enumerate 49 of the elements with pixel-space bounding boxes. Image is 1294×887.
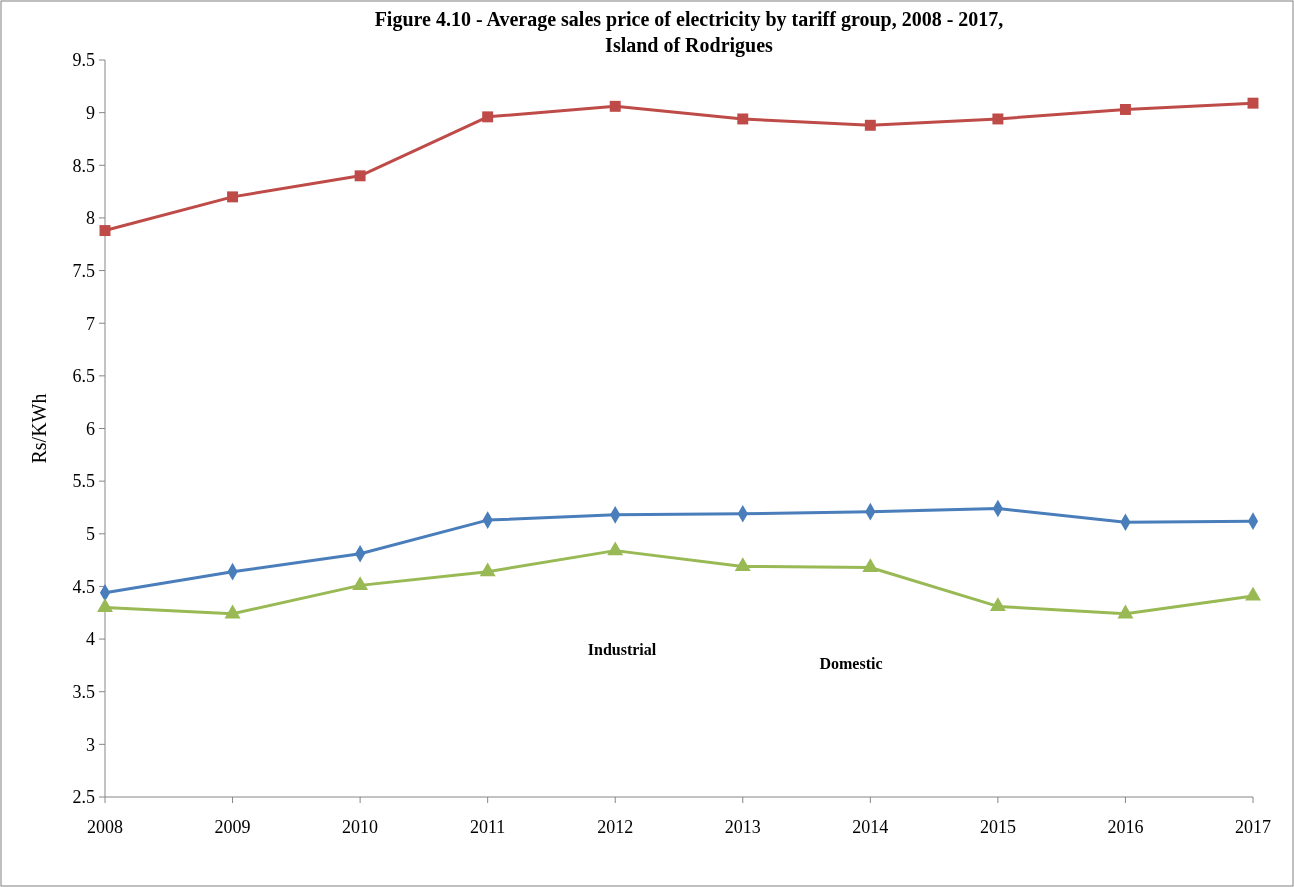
x-tick-label: 2013 (724, 817, 761, 837)
point (99, 225, 111, 237)
point (737, 113, 749, 125)
point (1245, 586, 1261, 601)
y-tick-label: 9.5 (72, 50, 95, 71)
x-tick-label: 2014 (852, 817, 889, 837)
point (607, 541, 624, 556)
y-tick-label: 7.5 (72, 260, 95, 281)
point (989, 597, 1006, 612)
point (352, 576, 369, 590)
point (992, 113, 1004, 125)
y-axis-title: Rs/KWh (28, 393, 50, 464)
point (1117, 604, 1134, 619)
x-tick-label: 2008 (87, 817, 123, 837)
point (224, 604, 241, 619)
point (1119, 104, 1131, 115)
y-tick-label: 4.5 (72, 576, 95, 597)
point (862, 558, 879, 573)
y-tick-label: 9 (86, 102, 95, 123)
chart-title: Figure 4.10 - Average sales price of electricity by tariff group, 2008 - 2017, Island of Rodrigues (374, 8, 1004, 57)
point (479, 562, 496, 577)
y-tick-label: 4 (86, 629, 95, 650)
y-tick-label: 5.5 (72, 471, 95, 492)
point (227, 191, 239, 203)
point (97, 598, 113, 613)
x-tick-label: 2010 (342, 817, 379, 837)
y-tick-label: 8.5 (72, 155, 95, 176)
y-tick-label: 5 (86, 524, 95, 545)
x-tick-label: 2011 (469, 817, 506, 837)
y-tick-label: 6 (86, 418, 95, 439)
y-tick-label: 7 (86, 313, 95, 334)
point (482, 111, 494, 123)
point (609, 100, 621, 112)
x-tick-label: 2015 (979, 817, 1016, 837)
point (734, 557, 751, 572)
y-tick-label: 3.5 (72, 682, 95, 703)
x-tick-label: 2017 (1235, 817, 1271, 837)
y-tick-label: 2.5 (72, 787, 95, 808)
point (354, 170, 366, 182)
annotation: Domestic (819, 655, 883, 672)
y-tick-label: 6.5 (72, 366, 95, 387)
x-tick-label: 2016 (1107, 817, 1144, 837)
point (864, 119, 876, 131)
x-tick-label: 2012 (597, 817, 634, 837)
y-tick-label: 3 (86, 734, 95, 755)
y-tick-label: 8 (86, 208, 95, 229)
x-tick-label: 2009 (214, 817, 251, 837)
point (1247, 97, 1259, 109)
annotation: Industrial (587, 641, 657, 658)
